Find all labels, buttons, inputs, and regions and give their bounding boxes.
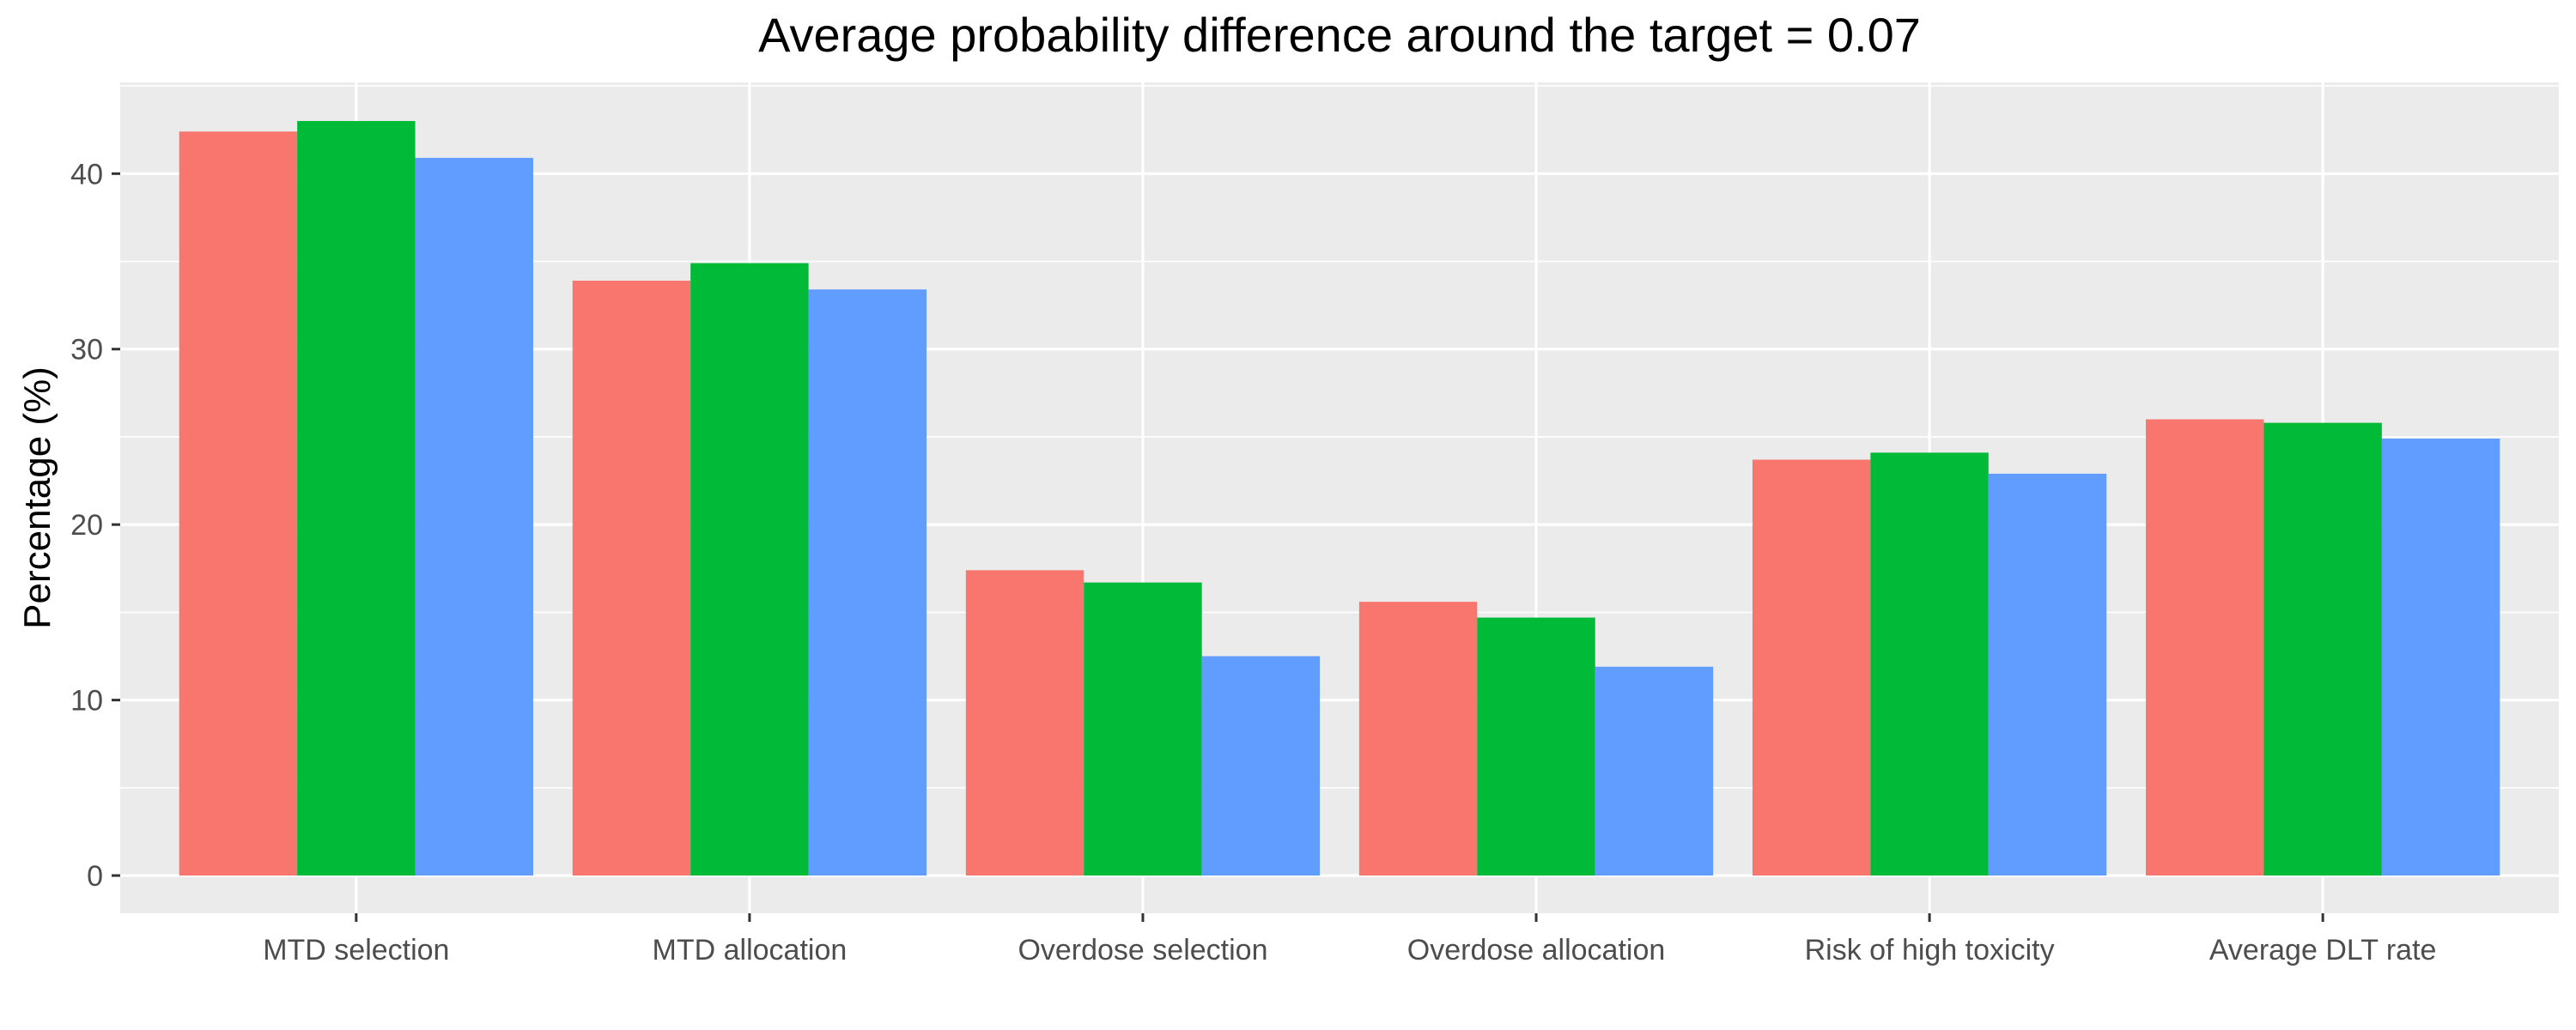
x-tick-label: MTD allocation xyxy=(653,934,848,966)
bar xyxy=(1358,602,1478,876)
bar xyxy=(415,157,533,876)
bar xyxy=(2263,422,2382,876)
y-tick-label: 30 xyxy=(70,334,103,367)
bar xyxy=(1084,582,1202,876)
y-axis-title: Percentage (%) xyxy=(16,367,58,629)
x-tick-label: MTD selection xyxy=(263,934,449,966)
chart-title: Average probability difference around th… xyxy=(758,8,1921,62)
bar xyxy=(572,281,691,876)
bar xyxy=(2146,419,2264,876)
y-tick-label: 40 xyxy=(70,158,103,191)
y-axis-ticks: 0 10 20 30 40 xyxy=(70,158,120,893)
bar xyxy=(690,263,809,876)
y-tick-label: 10 xyxy=(70,685,103,718)
x-tick-label: Risk of high toxicity xyxy=(1805,934,2055,966)
bar xyxy=(1988,473,2107,876)
bar xyxy=(808,289,927,876)
bar xyxy=(1595,666,1714,876)
bar xyxy=(297,120,416,876)
bar xyxy=(2381,439,2500,876)
x-tick-label: Average DLT rate xyxy=(2209,934,2437,966)
bar xyxy=(1870,452,1989,876)
y-tick-label: 20 xyxy=(70,509,103,542)
bar xyxy=(1752,459,1871,876)
bars xyxy=(179,120,2500,876)
bar xyxy=(1477,617,1595,876)
bar xyxy=(1201,656,1321,876)
bar xyxy=(965,570,1084,876)
bar xyxy=(179,131,298,876)
x-tick-label: Overdose allocation xyxy=(1407,934,1666,966)
x-axis-ticks: MTD selection MTD allocation Overdose sele… xyxy=(263,913,2436,966)
x-tick-label: Overdose selection xyxy=(1018,934,1267,966)
y-tick-label: 0 xyxy=(87,860,103,893)
